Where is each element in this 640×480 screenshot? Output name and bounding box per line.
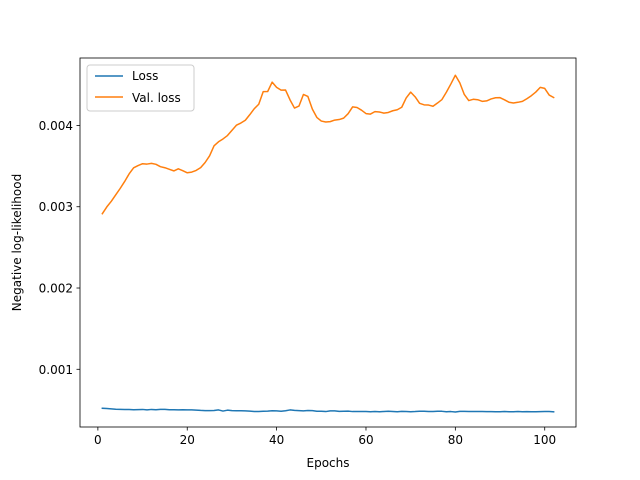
legend: Loss Val. loss [86,64,195,112]
axes-layer: 0 20 40 60 80 100 0.001 0.002 0.003 0.004 [39,57,577,447]
x-axis-label: Epochs [307,456,350,470]
x-tick-label: 60 [358,433,373,447]
legend-label-loss: Loss [132,69,158,83]
x-tick-label: 100 [533,433,556,447]
axes-frame [79,57,577,428]
y-tick-label: 0.001 [39,363,73,377]
x-tick-label: 20 [180,433,195,447]
legend-label-val-loss: Val. loss [132,91,181,105]
series-line-loss [101,407,555,413]
x-tick-label: 80 [448,433,463,447]
x-tick-label: 0 [94,433,102,447]
y-tick-label: 0.002 [39,282,73,296]
plot-area [80,58,576,427]
series-line-val-loss [101,74,555,215]
y-axis-label: Negative log-likelihood [10,174,24,311]
x-tick-label: 40 [269,433,284,447]
y-tick-label: 0.003 [39,200,73,214]
y-tick-label: 0.004 [39,119,73,133]
series-layer [101,74,555,413]
